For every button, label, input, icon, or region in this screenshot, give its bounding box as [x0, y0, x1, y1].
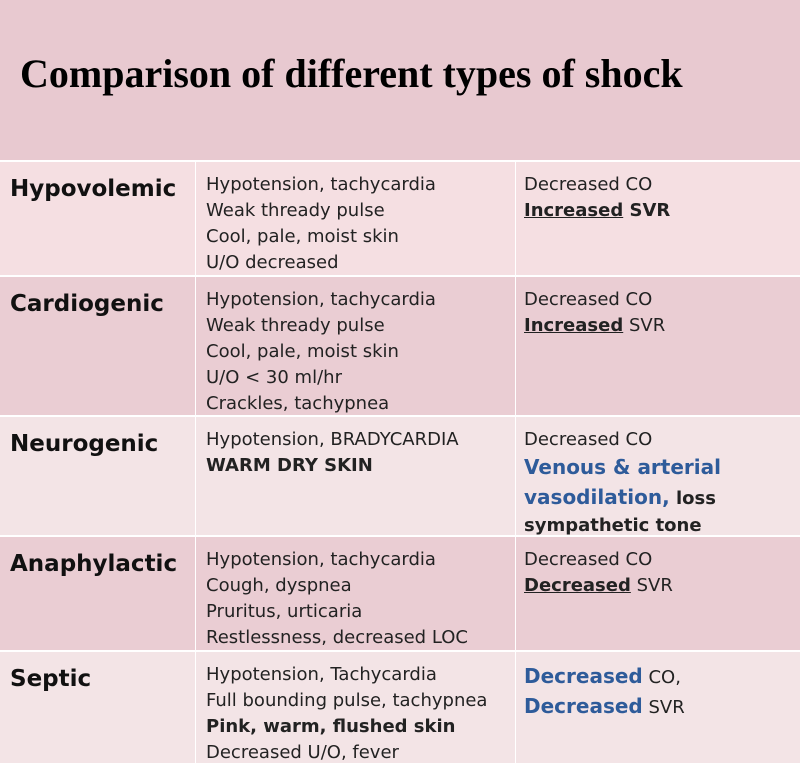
text-run: Cool, pale, moist skin — [206, 341, 399, 362]
text-line: Decreased SVR — [524, 573, 800, 599]
text-line: Hypotension, BRADYCARDIA — [206, 427, 515, 453]
text-line: Hypotension, tachycardia — [206, 547, 515, 573]
text-run: Pink, warm, flushed skin — [206, 716, 456, 737]
text-run: Full bounding pulse, tachypnea — [206, 690, 488, 711]
text-line: Pink, warm, flushed skin — [206, 714, 515, 740]
table-row: Septic Hypotension, Tachycardia Full bound… — [0, 650, 800, 763]
text-run: Decreased CO — [524, 429, 653, 450]
text-run: Hypotension, BRADYCARDIA — [206, 429, 459, 450]
text-line: Decreased U/O, fever — [206, 740, 515, 763]
hemodynamics-cell: Decreased CO, Decreased SVR — [515, 652, 800, 763]
text-line: Cool, pale, moist skin — [206, 224, 515, 250]
shock-type: Septic — [10, 666, 92, 692]
text-line: WARM DRY SKIN — [206, 453, 515, 479]
text-run: Decreased — [524, 694, 643, 718]
text-line: Restlessness, decreased LOC — [206, 625, 515, 651]
shock-type: Cardiogenic — [10, 291, 164, 317]
text-line: Hypotension, tachycardia — [206, 172, 515, 198]
text-run: Decreased — [524, 575, 631, 596]
text-run: Weak thready pulse — [206, 200, 385, 221]
signs-cell: Hypotension, tachycardia Cough, dyspnea Pr… — [195, 537, 515, 650]
text-run: Decreased U/O, fever — [206, 742, 399, 763]
text-line: Weak thready pulse — [206, 313, 515, 339]
text-run: U/O decreased — [206, 252, 339, 273]
text-line: vasodilation, loss — [524, 483, 800, 513]
text-line: sympathetic tone — [524, 513, 800, 539]
text-run: Decreased — [524, 664, 643, 688]
text-run: Pruritus, urticaria — [206, 601, 363, 622]
text-line: Weak thready pulse — [206, 198, 515, 224]
text-line: Hypotension, tachycardia — [206, 287, 515, 313]
text-run: WARM DRY SKIN — [206, 455, 373, 476]
text-run: U/O < 30 ml/hr — [206, 367, 342, 388]
table-row: Cardiogenic Hypotension, tachycardia Weak … — [0, 275, 800, 415]
text-run: Restlessness, decreased LOC — [206, 627, 468, 648]
text-run: sympathetic tone — [524, 515, 702, 536]
text-run: SVR — [623, 200, 671, 221]
signs-cell: Hypotension, tachycardia Weak thready pul… — [195, 277, 515, 415]
shock-type: Neurogenic — [10, 431, 159, 457]
text-line: Cool, pale, moist skin — [206, 339, 515, 365]
text-run: SVR — [623, 315, 666, 336]
text-line: Decreased SVR — [524, 692, 800, 722]
text-run: Weak thready pulse — [206, 315, 385, 336]
text-run: Cough, dyspnea — [206, 575, 352, 596]
text-line: Increased SVR — [524, 198, 800, 224]
title-band: Comparison of different types of shock — [0, 0, 800, 160]
text-line: Cough, dyspnea — [206, 573, 515, 599]
text-run: Venous & arterial — [524, 455, 721, 479]
hemodynamics-cell: Decreased CO Decreased SVR — [515, 537, 800, 650]
text-run: CO, — [642, 667, 681, 688]
text-run: loss — [669, 488, 716, 509]
text-line: Pruritus, urticaria — [206, 599, 515, 625]
text-line: U/O decreased — [206, 250, 515, 276]
text-run: Crackles, tachypnea — [206, 393, 390, 414]
table-row: Anaphylactic Hypotension, tachycardia Coug… — [0, 535, 800, 650]
text-line: U/O < 30 ml/hr — [206, 365, 515, 391]
text-line: Decreased CO — [524, 172, 800, 198]
shock-type: Anaphylactic — [10, 551, 178, 577]
text-line: Increased SVR — [524, 313, 800, 339]
text-run: Increased — [524, 200, 624, 221]
text-run: SVR — [642, 697, 685, 718]
hemodynamics-cell: Decreased CO Increased SVR — [515, 277, 800, 415]
shock-type: Hypovolemic — [10, 176, 177, 202]
text-line: Crackles, tachypnea — [206, 391, 515, 417]
text-run: Decreased CO — [524, 549, 653, 570]
text-line: Venous & arterial — [524, 453, 800, 483]
text-run: Hypotension, tachycardia — [206, 289, 436, 310]
hemodynamics-cell: Decreased CO Increased SVR — [515, 162, 800, 275]
text-run: Hypotension, Tachycardia — [206, 664, 437, 685]
signs-cell: Hypotension, tachycardia Weak thready pul… — [195, 162, 515, 275]
text-line: Full bounding pulse, tachypnea — [206, 688, 515, 714]
text-run: Hypotension, tachycardia — [206, 549, 436, 570]
table-row: Neurogenic Hypotension, BRADYCARDIA WARM D… — [0, 415, 800, 536]
text-run: vasodilation, — [524, 485, 670, 509]
signs-cell: Hypotension, Tachycardia Full bounding pu… — [195, 652, 515, 763]
title: Comparison of different types of shock — [20, 51, 683, 96]
hemodynamics-cell: Decreased CO Venous & arterial vasodilatio… — [515, 417, 800, 536]
text-run: Increased — [524, 315, 624, 336]
table-row: Hypovolemic Hypotension, tachycardia Weak … — [0, 160, 800, 275]
text-run: Hypotension, tachycardia — [206, 174, 436, 195]
text-line: Hypotension, Tachycardia — [206, 662, 515, 688]
signs-cell: Hypotension, BRADYCARDIA WARM DRY SKIN — [195, 417, 515, 535]
text-run: SVR — [630, 575, 673, 596]
text-run: Decreased CO — [524, 174, 653, 195]
text-line: Decreased CO, — [524, 662, 800, 692]
text-run: Decreased CO — [524, 289, 653, 310]
text-line: Decreased CO — [524, 287, 800, 313]
text-line: Decreased CO — [524, 427, 800, 453]
text-line: Decreased CO — [524, 547, 800, 573]
text-run: Cool, pale, moist skin — [206, 226, 399, 247]
